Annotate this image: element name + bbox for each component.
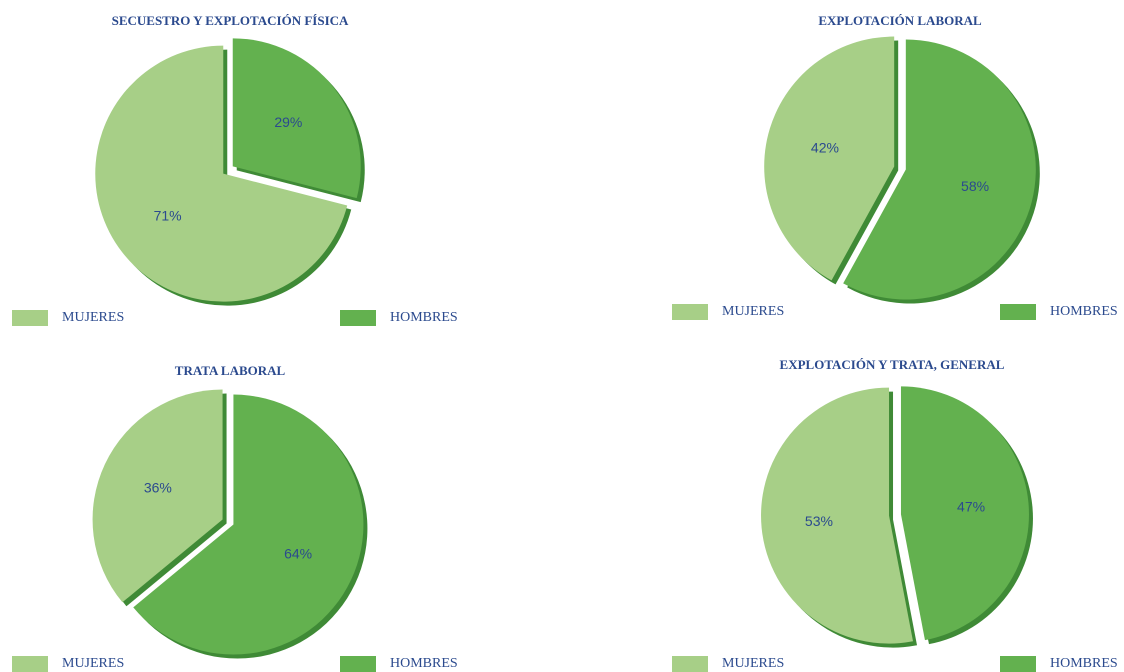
chart-title: EXPLOTACIÓN LABORAL — [818, 13, 982, 28]
legend-swatch — [1000, 304, 1036, 320]
legend-label: HOMBRES — [1050, 656, 1118, 671]
legend-swatch — [12, 310, 48, 326]
slice-label: 71% — [154, 208, 182, 224]
pie-slice — [92, 389, 223, 603]
pie-slice — [761, 387, 914, 644]
chart-title: EXPLOTACIÓN Y TRATA, GENERAL — [780, 357, 1005, 372]
legend-swatch — [672, 656, 708, 672]
chart-title: SECUESTRO Y EXPLOTACIÓN FÍSICA — [112, 13, 349, 28]
legend-label: MUJERES — [722, 656, 784, 671]
slice-label: 36% — [144, 480, 172, 496]
legend-label: HOMBRES — [390, 310, 458, 325]
pie-slice — [95, 45, 348, 302]
slice-label: 53% — [805, 513, 833, 529]
legend-swatch — [340, 656, 376, 672]
legend-swatch — [1000, 656, 1036, 672]
chart-title: TRATA LABORAL — [175, 363, 286, 378]
pie-slice — [764, 36, 895, 281]
legend-swatch — [12, 656, 48, 672]
legend-label: MUJERES — [62, 310, 124, 325]
pie-slice — [232, 38, 361, 199]
slice-label: 29% — [274, 114, 302, 130]
slice-label: 47% — [957, 499, 985, 515]
pie-slice — [900, 386, 1029, 641]
slice-label: 64% — [284, 546, 312, 562]
slice-label: 42% — [811, 139, 839, 155]
legend-label: MUJERES — [62, 656, 124, 671]
pie-slice — [133, 394, 364, 655]
legend-label: HOMBRES — [390, 656, 458, 671]
legend-label: MUJERES — [722, 304, 784, 319]
legend-swatch — [672, 304, 708, 320]
pie-slice — [843, 39, 1036, 300]
slice-label: 58% — [961, 178, 989, 194]
legend-label: HOMBRES — [1050, 304, 1118, 319]
legend-swatch — [340, 310, 376, 326]
